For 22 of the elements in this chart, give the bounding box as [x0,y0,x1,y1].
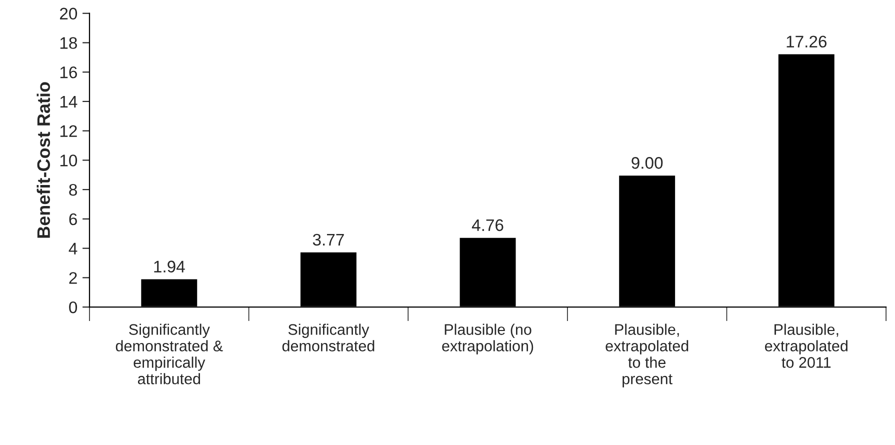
y-tick-label: 14 [60,96,78,108]
y-tick-label: 8 [69,184,77,196]
y-tick-label: 12 [60,125,77,137]
x-tick-label: Plausible (no extrapolation) [442,324,534,354]
y-tick-label: 4 [68,242,78,254]
data-label: 17.26 [786,36,827,48]
y-axis-title: Benefit-Cost Ratio [36,82,50,238]
data-label: 9.00 [632,157,663,169]
data-label: 3.77 [312,234,344,246]
x-tick-label: Significantly demonstrated & empirically attributed [116,324,223,384]
y-tick-label: 2 [69,272,77,284]
y-tick-label: 18 [60,37,77,49]
x-tick-label: Significantly demonstrated [282,324,374,352]
x-tick-label: Plausible, extrapolated to the present [606,324,688,388]
y-tick-label: 16 [60,66,77,78]
x-tick-label: Plausible, extrapolated to 2011 [765,324,848,368]
data-label: 1.94 [154,260,185,272]
y-tick-label: 10 [60,154,78,166]
y-tick-label: 6 [69,213,77,226]
y-tick-label: 20 [60,8,78,20]
data-label: 4.76 [472,219,504,232]
y-tick-label: 0 [69,301,78,314]
